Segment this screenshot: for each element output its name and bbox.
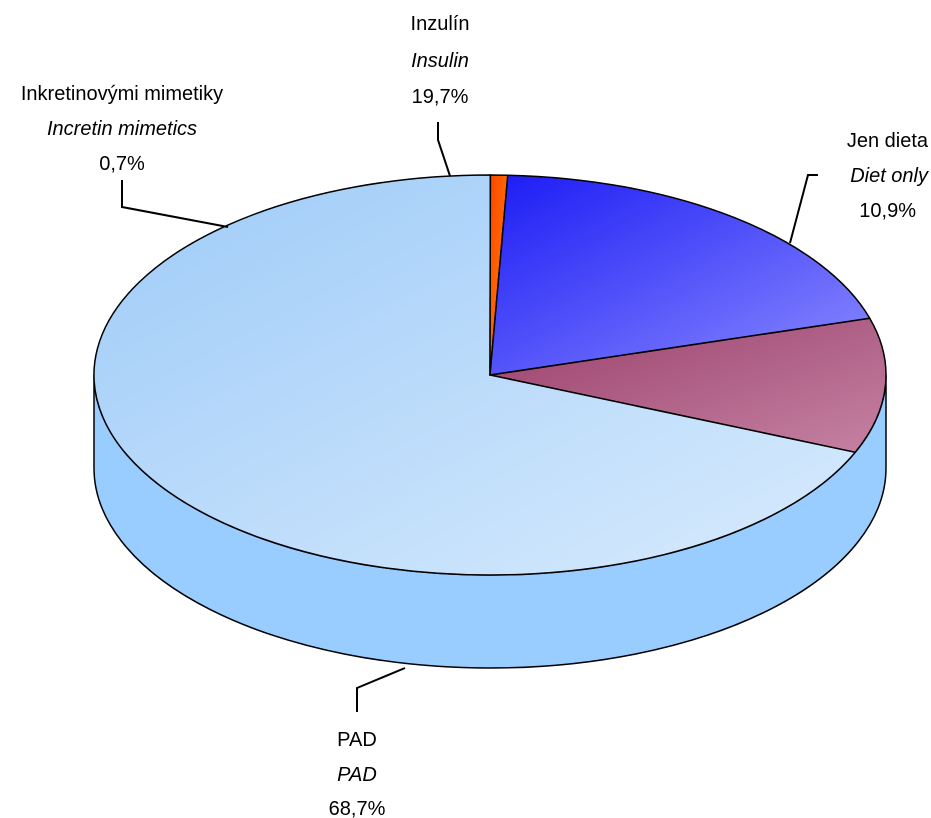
label-insulin-cs: Inzulín <box>411 13 470 35</box>
data-label-pad: PAD PAD 68,7% <box>329 729 386 818</box>
leader-line-insulin <box>438 122 450 176</box>
label-diet-cs: Jen dieta <box>847 130 929 152</box>
label-pad-value: 68,7% <box>329 798 386 818</box>
label-insulin-value: 19,7% <box>412 86 469 108</box>
label-incretin-en: Incretin mimetics <box>47 118 197 140</box>
data-label-diet-only: Jen dieta Diet only 10,9% <box>847 130 929 222</box>
label-diet-value: 10,9% <box>859 200 916 222</box>
label-incretin-value: 0,7% <box>99 153 145 175</box>
data-label-incretin-mimetics: Inkretinovými mimetiky Incretin mimetics… <box>21 83 223 175</box>
leader-line-pad <box>357 668 405 712</box>
label-pad-cs: PAD <box>337 729 377 751</box>
leader-line-diet-only <box>790 175 818 243</box>
data-label-insulin: Inzulín Insulin 19,7% <box>411 13 470 108</box>
label-diet-en: Diet only <box>850 165 929 187</box>
label-pad-en: PAD <box>337 764 377 786</box>
leader-line-incretin-mimetics <box>122 180 228 227</box>
label-insulin-en: Insulin <box>411 50 469 72</box>
label-incretin-cs: Inkretinovými mimetiky <box>21 83 223 105</box>
